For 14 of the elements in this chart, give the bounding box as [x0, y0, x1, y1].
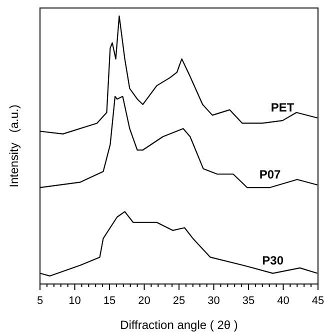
series-label: P30	[262, 253, 284, 268]
series-label: P07	[259, 168, 282, 182]
x-tick-label: 40	[277, 295, 290, 307]
x-tick-label: 45	[312, 295, 324, 307]
x-axis-title: Diffraction angle ( 2θ )	[120, 318, 238, 332]
x-tick-label: 30	[208, 295, 220, 307]
x-tick-label: 25	[172, 295, 186, 307]
x-tick-label: 15	[103, 295, 116, 307]
x-tick-label: 5	[36, 295, 44, 307]
y-axis-title: Intensity (a.u.)	[7, 104, 21, 188]
x-tick-label: 10	[68, 295, 81, 307]
x-tick-label: 35	[242, 295, 255, 307]
x-tick-label: 20	[138, 295, 150, 307]
series-label: PET	[270, 100, 295, 115]
